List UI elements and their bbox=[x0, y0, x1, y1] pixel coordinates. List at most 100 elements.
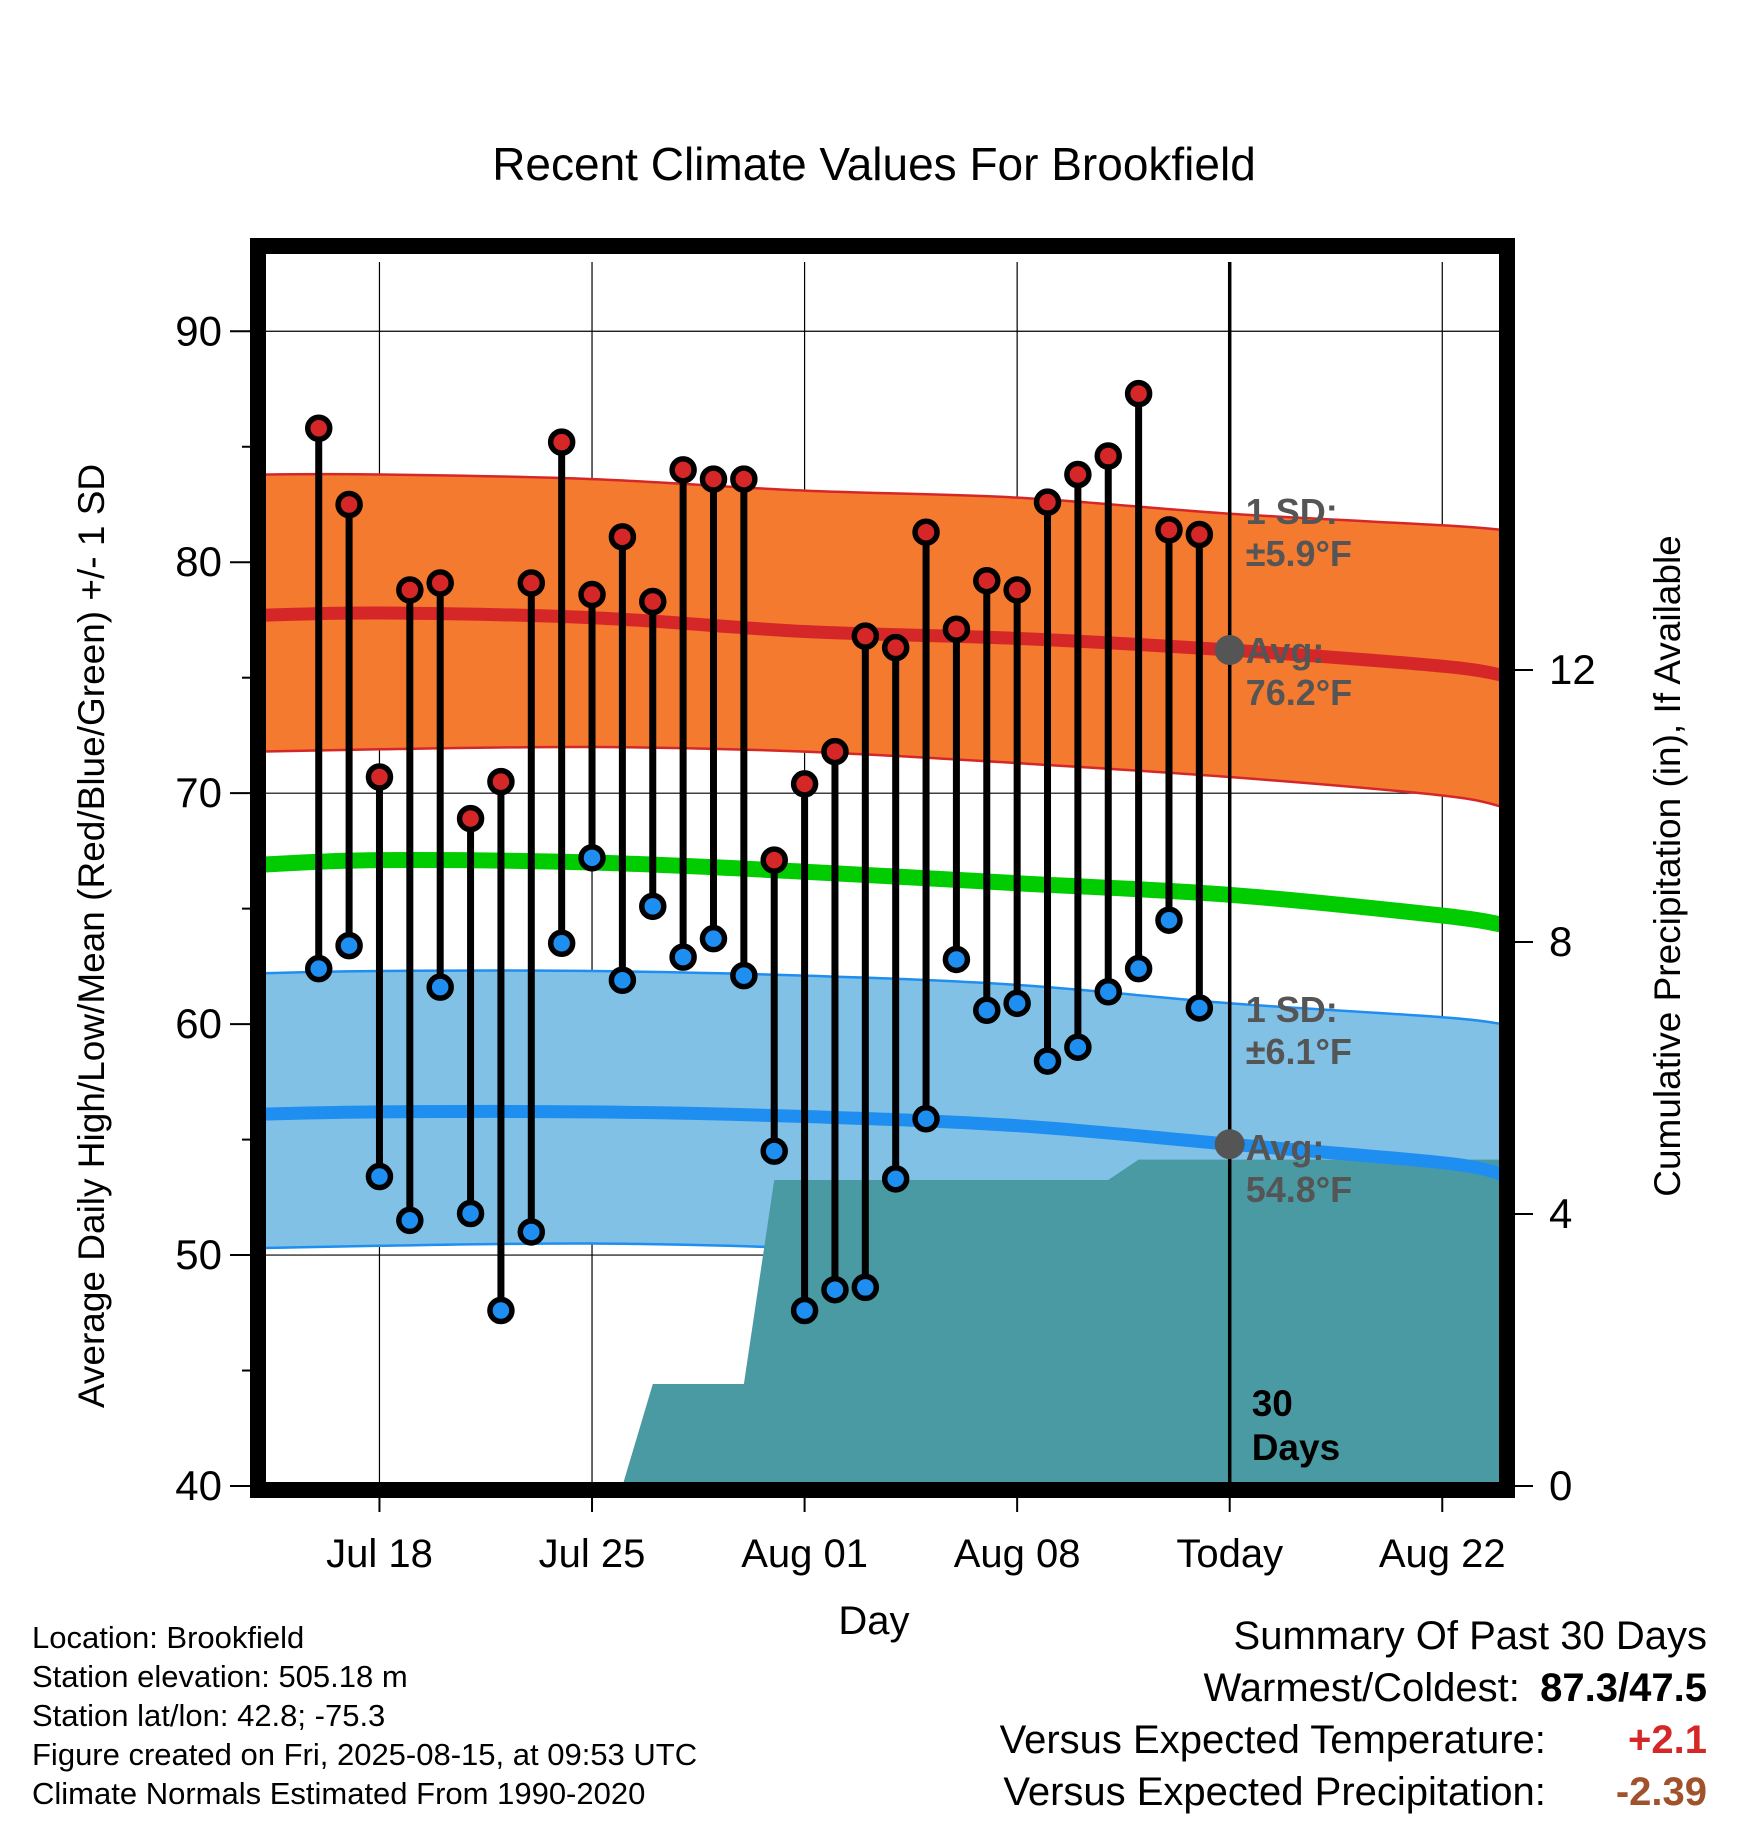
daily-low-point bbox=[1124, 954, 1153, 983]
daily-low-point bbox=[973, 996, 1001, 1025]
location-text: Location: Brookfield bbox=[32, 1620, 305, 1655]
daily-high-point bbox=[942, 615, 971, 643]
daily-high-point bbox=[304, 414, 333, 443]
precip-departure-value: -2.39 bbox=[1615, 1770, 1707, 1814]
y-tick-label: 70 bbox=[175, 769, 222, 816]
summary-precip-row: Versus Expected Precipitation: -2.39 bbox=[1000, 1766, 1707, 1818]
daily-low-point bbox=[1155, 906, 1183, 934]
daily-low-point bbox=[942, 945, 971, 974]
y-tick-label: 60 bbox=[175, 1000, 222, 1047]
normal-lines bbox=[257, 606, 1505, 1181]
daily-low-point bbox=[335, 931, 363, 960]
daily-high-point bbox=[973, 566, 1001, 595]
daily-low-point bbox=[1064, 1033, 1092, 1061]
warmest-label: Warmest/Coldest: bbox=[1203, 1666, 1520, 1710]
plot-border bbox=[250, 238, 1515, 1498]
high-sd-label: 1 SD: bbox=[1246, 491, 1338, 532]
daily-low-point bbox=[578, 844, 606, 872]
summary-temp-row: Versus Expected Temperature: +2.1 bbox=[1000, 1714, 1707, 1766]
daily-high-point bbox=[912, 518, 940, 546]
daily-high-point bbox=[1033, 488, 1062, 516]
plot-frame bbox=[250, 238, 1515, 1498]
daily-low-point bbox=[1094, 978, 1122, 1006]
daily-high-point bbox=[730, 465, 758, 493]
warmest-value: 87.3/47.5 bbox=[1540, 1666, 1707, 1710]
daily-high-point bbox=[1094, 442, 1122, 470]
daily-low-point bbox=[669, 943, 697, 971]
daily-low-point bbox=[1033, 1047, 1062, 1075]
precip-area bbox=[258, 1159, 1503, 1486]
daily-high-point bbox=[1124, 379, 1153, 408]
daily-high-point bbox=[1003, 576, 1031, 604]
daily-low-point bbox=[304, 954, 333, 983]
high-avg-value: 76.2°F bbox=[1246, 672, 1352, 713]
y2-tick-label: 12 bbox=[1549, 646, 1596, 693]
daily-low-point bbox=[426, 973, 454, 1001]
y-axis-label: Average Daily High/Low/Mean (Red/Blue/Gr… bbox=[71, 464, 112, 1408]
high-avg-line bbox=[257, 606, 1505, 682]
daily-high-point bbox=[851, 622, 880, 650]
daily-low-point bbox=[547, 929, 576, 958]
daily-high-point bbox=[881, 633, 910, 662]
low-sd-upper-edge bbox=[257, 969, 1504, 1026]
x-tick-label: Aug 22 bbox=[1379, 1532, 1506, 1576]
y-tick-label: 90 bbox=[175, 307, 222, 354]
daily-low-point bbox=[365, 1162, 394, 1191]
daily-high-point bbox=[517, 569, 546, 597]
summary-warmest-row: Warmest/Coldest: 87.3/47.5 bbox=[1000, 1662, 1708, 1714]
daily-high-point bbox=[365, 763, 394, 791]
high-avg-label: Avg: bbox=[1246, 630, 1325, 671]
summary-panel: Summary Of Past 30 Days Warmest/Coldest:… bbox=[1000, 1610, 1707, 1818]
daily-low-point bbox=[1003, 989, 1031, 1018]
low-avg-label: Avg: bbox=[1246, 1127, 1325, 1168]
daily-low-point bbox=[456, 1199, 485, 1228]
daily-high-point bbox=[821, 737, 849, 766]
precip-period-line2: Days bbox=[1252, 1427, 1340, 1468]
low-sd-label: 1 SD: bbox=[1246, 989, 1338, 1030]
precip-area-group bbox=[258, 1159, 1503, 1486]
high-sd-value: ±5.9°F bbox=[1246, 533, 1352, 574]
summary-title: Summary Of Past 30 Days bbox=[1233, 1614, 1707, 1658]
high-sd-lower-edge bbox=[257, 745, 1504, 809]
daily-observations bbox=[304, 379, 1214, 1325]
x-tick-label: Jul 25 bbox=[539, 1532, 646, 1576]
daily-low-point bbox=[912, 1105, 940, 1133]
daily-high-point bbox=[396, 576, 424, 604]
daily-high-point bbox=[547, 428, 576, 456]
daily-low-point bbox=[1185, 994, 1214, 1022]
created-text: Figure created on Fri, 2025-08-15, at 09… bbox=[32, 1737, 698, 1772]
daily-high-point bbox=[487, 767, 515, 796]
daily-high-point bbox=[578, 580, 606, 609]
axes: 40 50 60 70 80 90 0 4 8 12 Jul 18 Jul 25 Aug 01 Aug 0… bbox=[175, 307, 1595, 1576]
daily-high-point bbox=[639, 587, 667, 616]
daily-high-point bbox=[335, 490, 363, 519]
station-info: Location: Brookfield Station elevation: … bbox=[32, 1618, 697, 1813]
daily-low-point bbox=[790, 1296, 819, 1325]
daily-high-point bbox=[669, 456, 697, 484]
daily-low-point bbox=[881, 1165, 910, 1193]
x-axis-label: Day bbox=[838, 1599, 909, 1643]
temp-departure-label: Versus Expected Temperature: bbox=[999, 1718, 1546, 1762]
x-tick-label: Aug 01 bbox=[741, 1532, 868, 1576]
daily-high-point bbox=[760, 846, 788, 874]
low-avg-line bbox=[257, 1104, 1505, 1181]
daily-low-point bbox=[517, 1218, 546, 1246]
y2-tick-label: 0 bbox=[1549, 1462, 1572, 1509]
mean-avg-line bbox=[257, 852, 1505, 933]
elevation-text: Station elevation: 505.18 m bbox=[32, 1659, 408, 1694]
low-sd-value: ±6.1°F bbox=[1246, 1031, 1352, 1072]
today-high-avg-marker bbox=[1214, 634, 1245, 665]
y-tick-label: 40 bbox=[175, 1462, 222, 1509]
y2-tick-label: 4 bbox=[1549, 1190, 1572, 1237]
daily-low-point bbox=[760, 1137, 788, 1165]
daily-high-point bbox=[699, 465, 728, 493]
daily-low-point bbox=[396, 1206, 424, 1235]
temp-departure-value: +2.1 bbox=[1628, 1718, 1707, 1762]
normals-text: Climate Normals Estimated From 1990-2020 bbox=[32, 1776, 646, 1811]
latlon-text: Station lat/lon: 42.8; -75.3 bbox=[32, 1698, 386, 1733]
precip-departure-label: Versus Expected Precipitation: bbox=[1003, 1770, 1546, 1814]
daily-high-point bbox=[456, 804, 485, 833]
daily-high-point bbox=[608, 523, 637, 551]
